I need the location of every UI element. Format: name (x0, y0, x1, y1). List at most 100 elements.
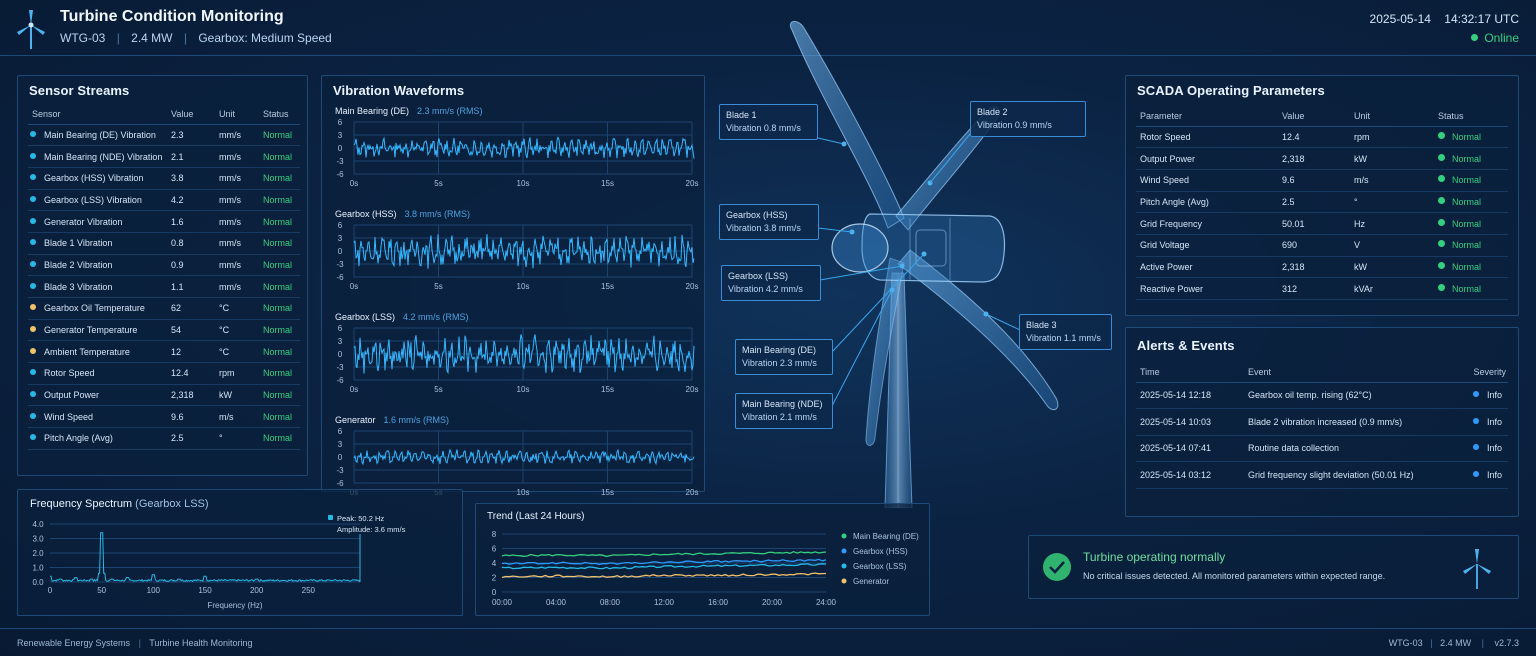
turbine-id: WTG-03 (60, 31, 106, 45)
alerts-title: Alerts & Events (1137, 338, 1235, 353)
sensor-name-cell: Output Power (28, 384, 171, 407)
x-tick-label: 15s (601, 179, 614, 188)
trend-y-tick: 6 (492, 545, 497, 554)
scada-status: Normal (1452, 196, 1482, 207)
legend-dot-icon (841, 563, 847, 569)
info-dot-icon (1472, 444, 1479, 451)
sensor-status: Normal (263, 210, 300, 233)
spectrum-y-tick: 1.0 (32, 564, 44, 573)
waveform-chart: 6 3 0 -3 -6 0s 5s 10s 15s 20s (336, 324, 698, 394)
sensor-row[interactable]: Ambient Temperature 12 °C Normal (28, 340, 300, 364)
scada-status: Normal (1452, 131, 1482, 142)
sensor-dot-icon (30, 152, 36, 159)
footer-right: WTG-03 | 2.4 MW | v2.7.3 (1388, 638, 1519, 648)
scada-unit: ° (1354, 191, 1438, 214)
sensor-row[interactable]: Blade 1 Vibration 0.8 mm/s Normal (28, 232, 300, 255)
scada-value: 12.4 (1282, 126, 1354, 149)
alert-severity: Info (1486, 443, 1502, 454)
y-tick-label: -3 (336, 157, 344, 166)
sensor-row[interactable]: Main Bearing (DE) Vibration 2.3 mm/s Normal (28, 124, 300, 147)
sensor-row[interactable]: Pitch Angle (Avg) 2.5 ° Normal (28, 427, 300, 450)
x-tick-label: 5s (434, 282, 442, 291)
sensor-name-cell: Rotor Speed (28, 362, 171, 385)
alert-row[interactable]: 2025-05-14 07:41 Routine data collection I… (1136, 435, 1508, 462)
sensor-name-cell: Blade 2 Vibration (28, 254, 171, 277)
sensor-row[interactable]: Rotor Speed 12.4 rpm Normal (28, 362, 300, 385)
y-tick-label: 0 (338, 453, 343, 462)
sensor-value: 2.1 (171, 145, 219, 168)
callout-blade-3-title: Blade 3 (1026, 320, 1057, 330)
scada-row[interactable]: Pitch Angle (Avg) 2.5 ° Normal (1136, 191, 1508, 214)
check-circle-icon (1043, 553, 1071, 581)
scada-col-parameter: Parameter (1136, 106, 1282, 127)
spectrum-y-tick: 4.0 (32, 520, 44, 529)
sensor-unit: mm/s (219, 189, 263, 212)
legend-dot-icon (841, 533, 847, 539)
scada-status: Normal (1452, 218, 1482, 229)
trend-x-tick: 24:00 (816, 598, 837, 607)
scada-row[interactable]: Rotor Speed 12.4 rpm Normal (1136, 126, 1508, 149)
waveform-label: Generator 1.6 mm/s (RMS) (335, 415, 449, 425)
callout-blade-1-title: Blade 1 (726, 110, 757, 120)
sensor-row[interactable]: Blade 2 Vibration 0.9 mm/s Normal (28, 254, 300, 277)
header-subtitle: WTG-03 | 2.4 MW | Gearbox: Medium Speed (60, 31, 332, 45)
turbine-logo-icon (17, 10, 45, 49)
scada-col-unit: Unit (1354, 106, 1438, 127)
waveform-label: Main Bearing (DE) 2.3 mm/s (RMS) (335, 106, 483, 116)
sensor-row[interactable]: Generator Temperature 54 °C Normal (28, 319, 300, 342)
footer-product: Turbine Health Monitoring (149, 638, 253, 648)
sensor-status: Normal (263, 362, 300, 385)
sensor-row[interactable]: Gearbox (LSS) Vibration 4.2 mm/s Normal (28, 189, 300, 212)
sensor-value: 1.1 (171, 275, 219, 298)
alert-row[interactable]: 2025-05-14 12:18 Gearbox oil temp. rising… (1136, 382, 1508, 409)
sensor-table: Sensor Value Unit Status Main Bearing (D… (28, 104, 300, 450)
sensor-unit: °C (219, 297, 263, 320)
sensor-streams-title: Sensor Streams (29, 83, 130, 98)
spectrum-x-tick: 100 (147, 586, 161, 595)
scada-row[interactable]: Active Power 2,318 kW Normal (1136, 256, 1508, 279)
sensor-row[interactable]: Wind Speed 9.6 m/s Normal (28, 405, 300, 429)
sensor-status: Normal (263, 124, 300, 147)
alert-severity: Info (1486, 469, 1502, 480)
sensor-name: Gearbox Oil Temperature (44, 303, 145, 314)
sensor-unit: kW (219, 384, 263, 407)
alert-row[interactable]: 2025-05-14 10:03 Blade 2 vibration increa… (1136, 408, 1508, 436)
col-unit: Unit (219, 104, 263, 125)
scada-row[interactable]: Reactive Power 312 kVAr Normal (1136, 277, 1508, 300)
sensor-name-cell: Generator Vibration (28, 210, 171, 233)
waveforms-title: Vibration Waveforms (333, 83, 465, 98)
callout-blade-2-title: Blade 2 (977, 107, 1008, 117)
trend-series-line (501, 563, 827, 570)
spectrum-x-tick: 0 (48, 586, 53, 595)
x-tick-label: 10s (517, 282, 530, 291)
waveform-rms: 2.3 mm/s (RMS) (417, 106, 483, 116)
scada-row[interactable]: Grid Voltage 690 V Normal (1136, 234, 1508, 257)
alert-row[interactable]: 2025-05-14 03:12 Grid frequency slight de… (1136, 461, 1508, 489)
scada-value: 2.5 (1282, 191, 1354, 214)
sensor-status: Normal (263, 254, 300, 277)
sensor-row[interactable]: Generator Vibration 1.6 mm/s Normal (28, 210, 300, 233)
scada-value: 2,318 (1282, 147, 1354, 170)
y-tick-label: -6 (336, 479, 344, 488)
scada-row[interactable]: Wind Speed 9.6 m/s Normal (1136, 169, 1508, 192)
sensor-row[interactable]: Gearbox (HSS) Vibration 3.8 mm/s Normal (28, 167, 300, 190)
sensor-row[interactable]: Gearbox Oil Temperature 62 °C Normal (28, 297, 300, 320)
sensor-unit: mm/s (219, 210, 263, 233)
sensor-name-cell: Gearbox (LSS) Vibration (28, 189, 171, 212)
sensor-row[interactable]: Blade 3 Vibration 1.1 mm/s Normal (28, 275, 300, 298)
sensor-unit: m/s (219, 405, 263, 429)
callout-blade-1-value: Vibration 0.8 mm/s (726, 123, 801, 133)
trend-legend-label: Main Bearing (DE) (853, 532, 919, 541)
spectrum-line (50, 532, 361, 583)
sensor-row[interactable]: Main Bearing (NDE) Vibration 2.1 mm/s Norma… (28, 145, 300, 168)
sensor-row[interactable]: Output Power 2,318 kW Normal (28, 384, 300, 407)
alert-severity: Info (1486, 390, 1502, 401)
trend-x-tick: 08:00 (600, 598, 621, 607)
scada-row[interactable]: Output Power 2,318 kW Normal (1136, 147, 1508, 170)
sensor-status: Normal (263, 167, 300, 190)
scada-unit: V (1354, 234, 1438, 257)
sensor-unit: mm/s (219, 145, 263, 168)
scada-row[interactable]: Grid Frequency 50.01 Hz Normal (1136, 212, 1508, 235)
y-tick-label: -3 (336, 260, 344, 269)
alert-event: Gearbox oil temp. rising (62°C) (1248, 382, 1460, 409)
